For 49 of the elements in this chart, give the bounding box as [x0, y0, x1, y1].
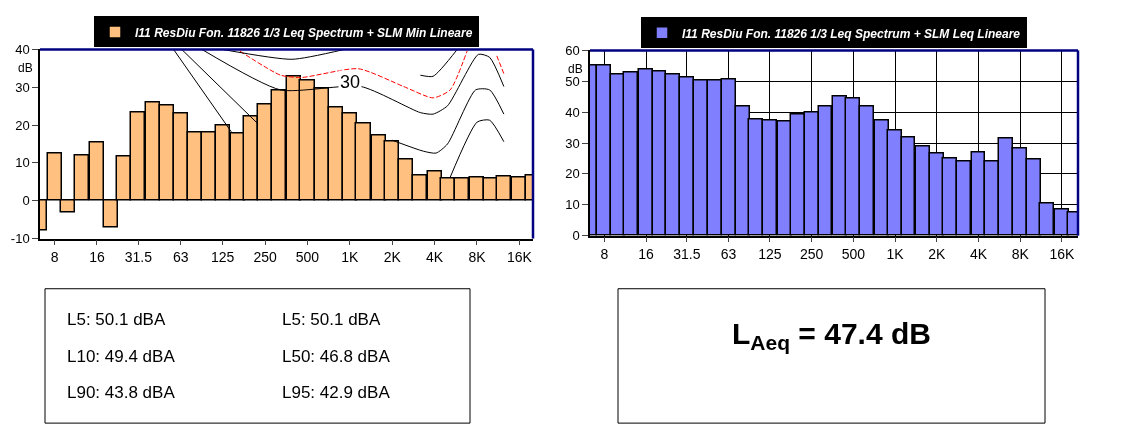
y-tick-label: 10 — [15, 155, 30, 171]
legend-label: I11 ResDiu Fon. 11826 1/3 Leq Spectrum + SLM Min Lineare — [135, 25, 473, 40]
text: L95: 42.9 dBA — [282, 383, 391, 402]
x-tick-label: 4K — [969, 246, 988, 263]
y-tick-label: 20 — [15, 117, 30, 133]
x-tick-label: 8 — [600, 246, 609, 263]
text: L$_{Aeq}$ = 47.4 dB — [732, 317, 931, 355]
x-tick-label: 31.5 — [124, 249, 153, 266]
x-tick-label: 16 — [89, 249, 105, 266]
y-tick-label: 20 — [565, 166, 580, 182]
y-tick-label: -10 — [10, 231, 30, 247]
x-tick-label: 63 — [720, 246, 737, 263]
x-tick-label: 63 — [173, 249, 189, 266]
y-tick-label: 30 — [15, 79, 30, 95]
text: L50: 46.8 dBA — [282, 347, 391, 366]
x-tick-label: 8K — [468, 249, 487, 266]
x-tick-label: 2K — [928, 246, 946, 263]
text: L90: 43.8 dBA — [67, 383, 176, 402]
y-axis-title: dB — [18, 61, 33, 75]
y-tick-label: 50 — [565, 73, 580, 89]
x-tick-label: 16 — [638, 246, 655, 263]
x-tick-label: 1K — [341, 249, 360, 266]
annotation: 30 — [340, 72, 361, 92]
x-tick-label: 8 — [50, 249, 59, 266]
text: L5: 50.1 dBA — [282, 310, 381, 329]
x-tick-label: 125 — [758, 246, 782, 263]
y-tick-label: 0 — [572, 228, 580, 244]
x-tick-label: 125 — [211, 249, 235, 266]
y-tick-label: 40 — [15, 42, 30, 57]
legend-label: I11 ResDiu Fon. 11826 1/3 Leq Spectrum + SLM Leq Lineare — [682, 26, 1021, 41]
y-tick-label: 30 — [565, 135, 580, 151]
x-tick-label: 500 — [295, 249, 320, 266]
y-axis-title: dB — [568, 62, 583, 76]
x-tick-label: 250 — [799, 246, 824, 263]
text: L5: 50.1 dBA — [67, 310, 166, 329]
y-tick-label: 0 — [22, 193, 30, 209]
x-tick-label: 8K — [1011, 246, 1030, 263]
x-tick-label: 2K — [383, 249, 402, 266]
y-tick-label: 60 — [565, 42, 580, 58]
y-tick-label: 10 — [565, 197, 580, 213]
y-tick-label: 40 — [565, 104, 580, 120]
x-tick-label: 31.5 — [673, 246, 701, 263]
x-tick-label: 500 — [841, 246, 866, 263]
x-tick-label: 16K — [1049, 246, 1076, 263]
x-tick-label: 16K — [506, 249, 533, 266]
text: L10: 49.4 dBA — [67, 347, 176, 366]
x-tick-label: 250 — [253, 249, 277, 266]
x-tick-label: 1K — [886, 246, 905, 263]
x-tick-label: 4K — [426, 249, 444, 266]
